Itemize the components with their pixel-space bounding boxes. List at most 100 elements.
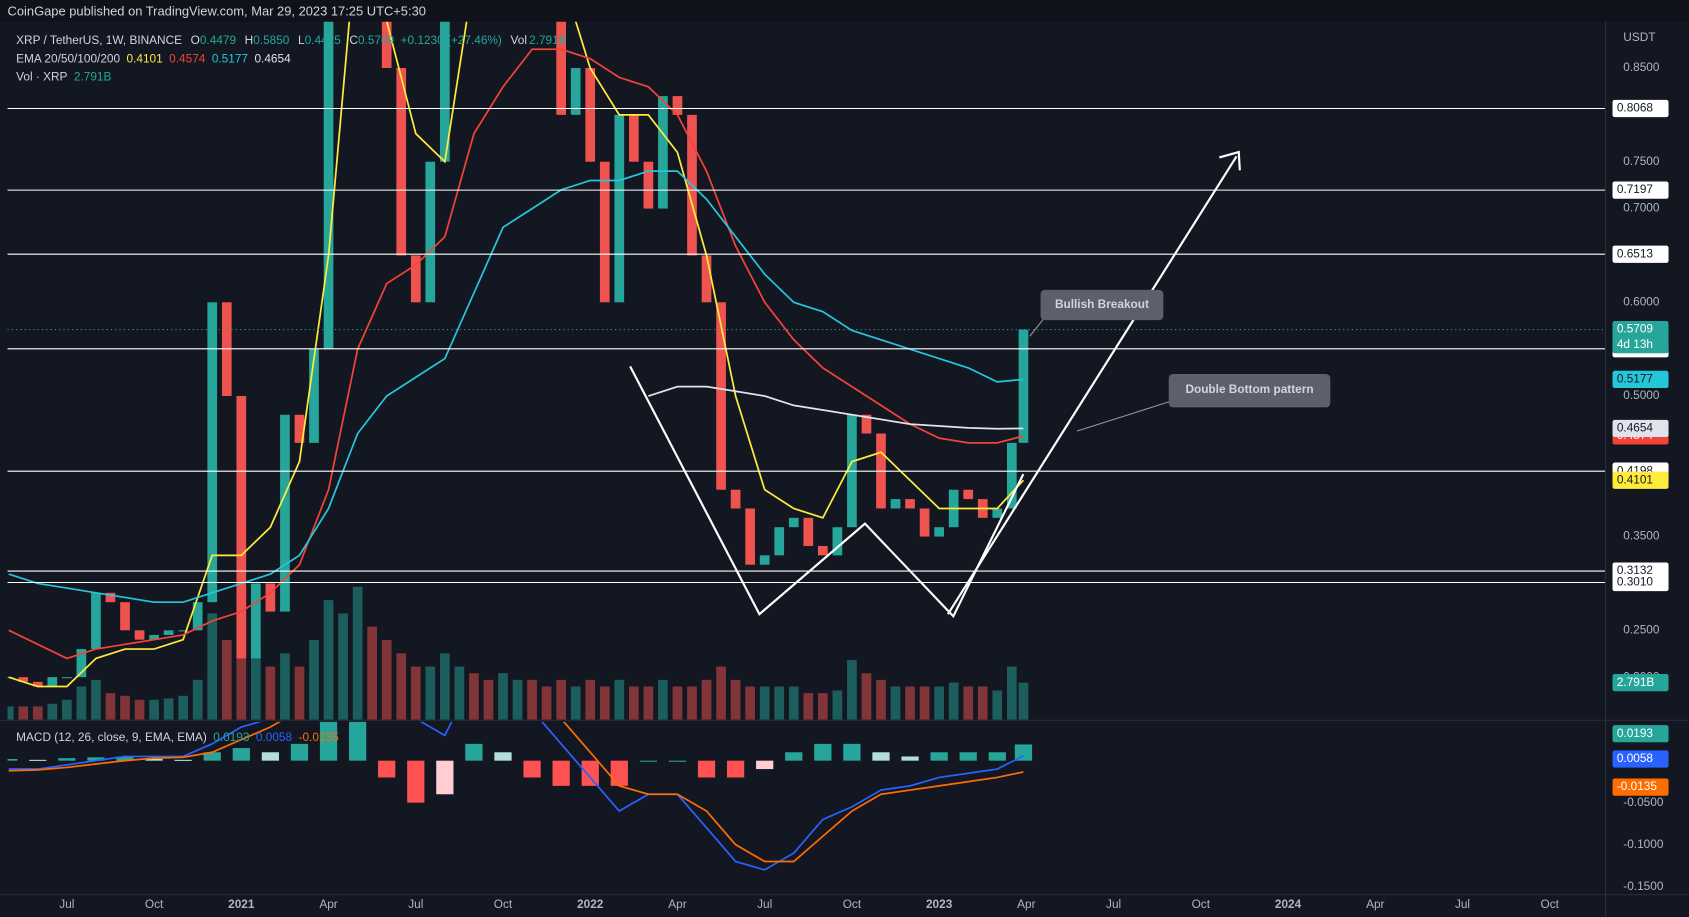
volume-bar	[861, 673, 872, 720]
level-label: 0.3132	[1617, 563, 1653, 577]
ema-label-box	[1612, 370, 1669, 389]
ema-label: 0.4101	[1617, 472, 1653, 486]
axes: Jul Oct 2021 Apr Jul Oct 2022 Apr Jul Oct 2023 Apr J…	[59, 60, 1669, 911]
candle-body	[716, 302, 726, 490]
volume-bar	[905, 686, 915, 720]
volume-bar	[570, 686, 581, 720]
volume-bar	[716, 666, 726, 720]
legend-item: H	[245, 33, 254, 47]
volume-bar	[439, 653, 450, 720]
volume-bar	[120, 695, 130, 720]
volume-bar	[76, 686, 87, 720]
volume-bar	[1018, 682, 1029, 720]
volume-bar	[963, 686, 974, 720]
signal-line	[8, 721, 1024, 863]
legend-item: 0.5177	[212, 52, 248, 66]
volume-bar	[512, 679, 523, 720]
legend-item: 0.0193	[213, 730, 250, 744]
x-tick-label: 2021	[228, 897, 255, 911]
legend-item: 0.0058	[256, 730, 293, 744]
volume-bar	[803, 693, 814, 720]
macd-hist	[116, 756, 134, 761]
candle-body	[992, 508, 1003, 518]
legend-item: C	[349, 33, 358, 47]
macd	[7, 721, 1033, 871]
candle-body	[730, 489, 741, 509]
macd-hist	[1014, 744, 1033, 761]
x-tick-label: Oct	[1192, 897, 1211, 911]
candle-body	[425, 161, 436, 303]
macd-hist	[785, 752, 803, 761]
macd-hist	[872, 752, 890, 761]
x-tick-label: Jul	[59, 897, 74, 911]
ema-label: 0.4654	[1617, 421, 1654, 435]
candle-body	[585, 68, 596, 162]
macd-hist	[7, 758, 18, 761]
volume-bar	[643, 686, 654, 720]
level-label-box	[1612, 573, 1669, 592]
volume-bar	[207, 613, 218, 720]
volume-bar	[251, 653, 261, 720]
macd-hist	[726, 760, 745, 778]
candle-body	[745, 508, 755, 565]
macd-hist	[959, 752, 977, 761]
candle-body	[251, 583, 261, 659]
candle-body	[556, 21, 566, 115]
volume-bar	[47, 703, 58, 720]
volume-bar	[265, 666, 276, 720]
volume-bar	[483, 679, 494, 720]
volume-bar	[934, 686, 944, 720]
x-tick-label: Jul	[757, 897, 772, 911]
levels	[7, 107, 1605, 584]
macd-hist	[930, 752, 948, 761]
arrow-head	[1219, 150, 1241, 171]
volume-bar	[192, 679, 203, 720]
macd-hist-label-box	[1612, 725, 1669, 743]
volume-bar	[352, 586, 363, 720]
volume-bar	[817, 693, 828, 720]
arrow	[946, 155, 1238, 615]
macd-hist	[988, 752, 1006, 761]
legend-item: 0.4479	[200, 33, 237, 47]
volume-bar	[759, 686, 770, 720]
volume-bar	[425, 666, 436, 720]
volume-bar	[7, 706, 14, 720]
volume-label-box	[1612, 674, 1669, 692]
macd-hist	[610, 760, 628, 786]
volume-bar	[948, 682, 959, 720]
macd-hist	[465, 743, 483, 761]
macd-hist	[290, 743, 309, 761]
macd-hist	[901, 756, 919, 761]
candle-body	[890, 499, 901, 509]
last-price: 0.5709	[1617, 322, 1654, 336]
x-tick-label: 2024	[1275, 897, 1302, 911]
volume-bar	[163, 698, 174, 720]
candle-body	[18, 677, 29, 682]
volume-bar	[527, 679, 537, 720]
candle-body	[1006, 442, 1017, 509]
countdown: 4d 13h	[1617, 337, 1653, 351]
candle-body	[91, 592, 101, 650]
volume-bar	[585, 679, 596, 720]
volume-bar	[149, 699, 159, 720]
candle-body	[628, 114, 639, 162]
candle-body	[265, 583, 276, 612]
legend-row: MACD (12, 26, close, 9, EMA, EMA) 0.0193 0…	[16, 730, 339, 744]
y-tick-label: -0.0500	[1623, 795, 1664, 809]
candle-body	[396, 68, 407, 256]
legend-item: Vol	[511, 33, 527, 47]
candle-body	[76, 649, 87, 678]
macd-hist	[174, 759, 192, 761]
x-tick-label: Apr	[319, 897, 337, 911]
level-label-box	[1612, 99, 1669, 118]
candle-body	[192, 602, 203, 631]
volume-bar	[977, 686, 988, 720]
candle-body	[934, 527, 944, 537]
currency: USDT	[1623, 30, 1655, 44]
legend-item: 2.791B	[74, 70, 112, 84]
volume-bar	[556, 679, 566, 720]
candle-body	[149, 634, 159, 640]
x-tick-label: Oct	[843, 897, 862, 911]
volume-bar	[396, 653, 407, 720]
